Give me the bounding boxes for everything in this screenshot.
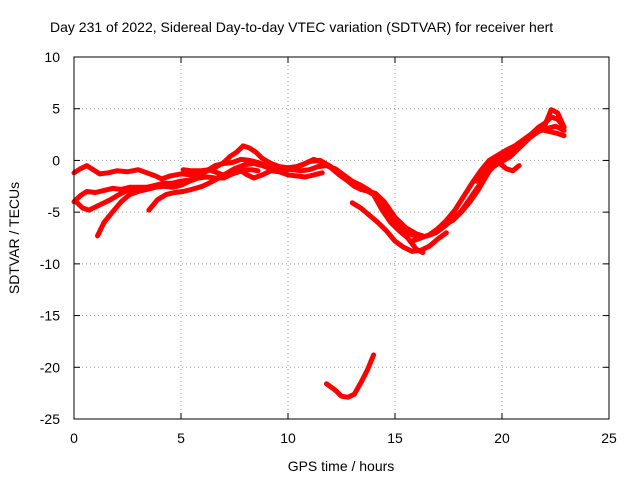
series-line-track-12 bbox=[473, 160, 522, 184]
series-line-track-4 bbox=[146, 157, 426, 255]
y-axis-title: SDTVAR / TECUs bbox=[6, 182, 22, 294]
series-line-track-7 bbox=[349, 200, 449, 254]
series-line-track-6 bbox=[180, 167, 261, 179]
y-tick-label: -15 bbox=[40, 308, 60, 324]
x-tick-label: 5 bbox=[177, 430, 185, 446]
y-tick-label: -25 bbox=[40, 411, 60, 427]
y-tick-label: 10 bbox=[44, 49, 60, 65]
x-axis-title: GPS time / hours bbox=[288, 458, 395, 474]
chart-title: Day 231 of 2022, Sidereal Day-to-day VTE… bbox=[50, 19, 553, 35]
y-tick-label: -10 bbox=[40, 256, 60, 272]
y-tick-label: 5 bbox=[52, 101, 60, 117]
series-line-track-3 bbox=[95, 168, 325, 239]
y-tick-label: -20 bbox=[40, 359, 60, 375]
tick-labels: 0 5 10 15 20 25 10 5 0 -5 -10 -15 -20 -25 bbox=[40, 49, 617, 446]
x-tick-label: 10 bbox=[280, 430, 296, 446]
x-tick-label: 15 bbox=[387, 430, 403, 446]
x-tick-label: 0 bbox=[70, 430, 78, 446]
plot-frame bbox=[73, 56, 610, 420]
y-tick-label: 0 bbox=[52, 152, 60, 168]
series-layer bbox=[71, 107, 567, 400]
series-line-track-5 bbox=[73, 185, 139, 213]
x-tick-label: 20 bbox=[494, 430, 510, 446]
ticks bbox=[73, 56, 610, 420]
series-line-track-13 bbox=[324, 352, 377, 400]
x-tick-label: 25 bbox=[601, 430, 617, 446]
y-tick-label: -5 bbox=[48, 204, 61, 220]
